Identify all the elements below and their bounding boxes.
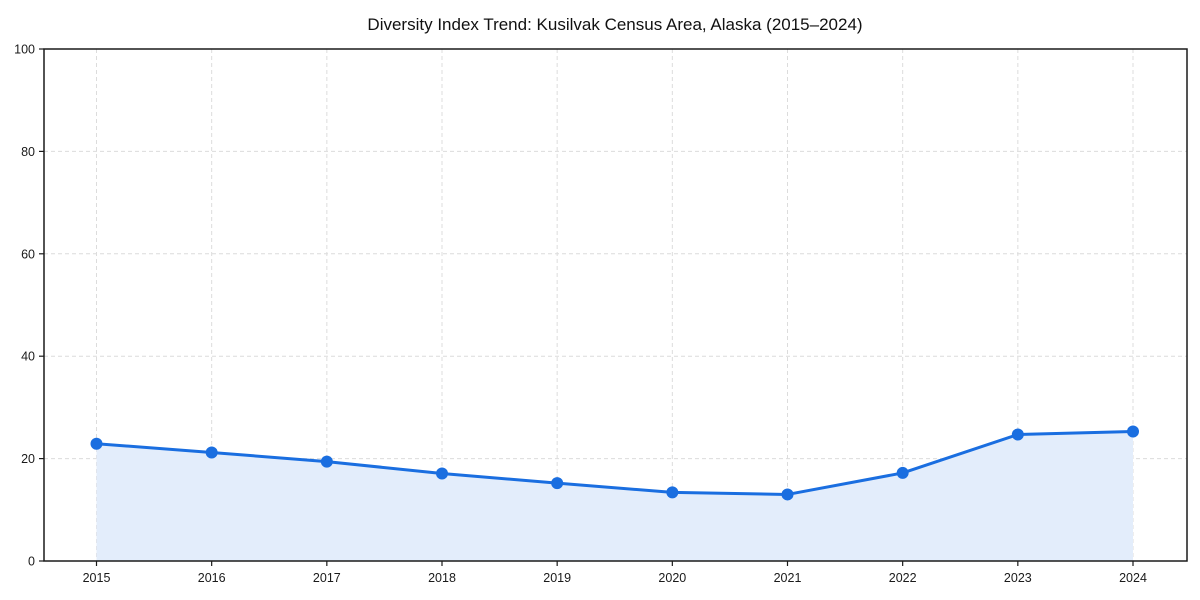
y-tick-label: 60 [21,247,35,261]
gridlines [44,49,1187,561]
x-tick-label: 2019 [543,571,571,585]
x-tick-label: 2020 [658,571,686,585]
x-tick-label: 2016 [198,571,226,585]
data-point [320,455,333,468]
x-tick-label: 2022 [889,571,917,585]
plot-border [43,48,1188,562]
data-points [90,425,1139,501]
y-axis: 0 20 40 60 80 100 [14,43,44,569]
y-tick-label: 80 [21,145,35,159]
x-tick-label: 2015 [83,571,111,585]
x-tick-label: 2024 [1119,571,1147,585]
data-point [90,437,103,450]
data-point [436,467,448,480]
x-tick-label: 2017 [313,571,341,585]
y-tick-label: 20 [21,452,35,466]
data-point [1011,428,1024,441]
trend-line [95,429,1135,496]
data-point [1127,425,1139,438]
y-tick-label: 40 [21,350,35,364]
chart-title: Diversity Index Trend: Kusilvak Census A… [367,15,862,34]
area-fill [96,431,1133,561]
x-axis: 2015 2016 2017 2018 2019 2020 2021 2022 2023 2024 [83,561,1147,585]
data-point [666,486,679,499]
data-point [781,488,794,501]
x-tick-label: 2021 [774,571,802,585]
y-tick-label: 100 [14,43,35,57]
data-point [896,466,909,479]
y-tick-label: 0 [28,555,35,569]
x-tick-label: 2018 [428,571,456,585]
data-point [205,446,218,459]
data-point [551,477,564,490]
x-tick-label: 2023 [1004,571,1032,585]
